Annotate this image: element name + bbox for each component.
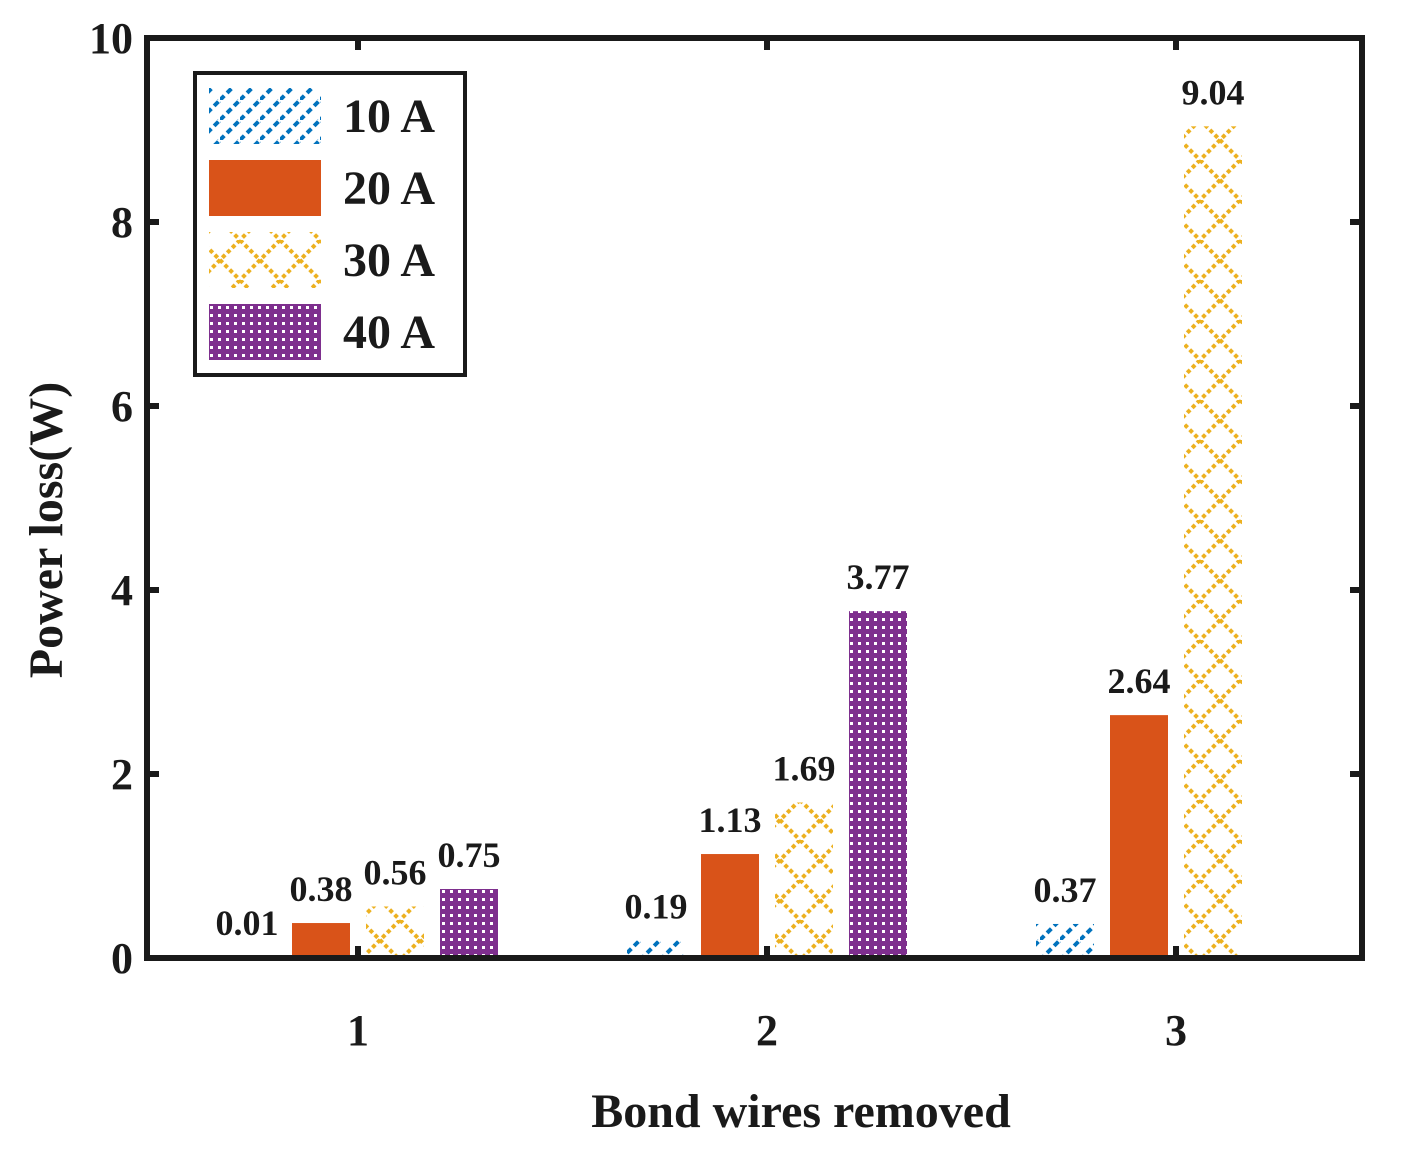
data-label: 1.69 (773, 749, 836, 789)
bar-30a-cat-3 (1184, 126, 1242, 958)
data-label: 0.19 (625, 887, 688, 927)
legend-label: 20 A (343, 162, 435, 215)
legend-swatch (209, 160, 321, 216)
bar-40a-cat-2 (849, 611, 907, 958)
data-label: 1.13 (699, 800, 762, 840)
bar-10a-cat-2 (627, 940, 685, 958)
data-label: 9.04 (1182, 72, 1245, 112)
axes-frame (144, 35, 1365, 961)
bar-20a-cat-3 (1110, 715, 1168, 958)
y-tick-label: 2 (111, 750, 133, 799)
y-tick-label: 4 (111, 566, 133, 615)
x-tick-label: 2 (756, 1006, 778, 1055)
y-tick-label: 10 (89, 14, 133, 63)
x-tick-label: 3 (1165, 1006, 1187, 1055)
y-tick-label: 0 (111, 934, 133, 983)
data-label: 2.64 (1108, 661, 1171, 701)
data-label: 0.56 (364, 852, 427, 892)
x-tick-label: 1 (347, 1006, 369, 1055)
bar-30a-cat-2 (775, 802, 833, 958)
legend-swatch (209, 304, 321, 360)
bar-40a-cat-1 (440, 889, 498, 958)
legend-swatch (209, 232, 321, 288)
bar-20a-cat-2 (701, 854, 759, 958)
legend-swatch (209, 88, 321, 144)
bar-10a-cat-3 (1036, 923, 1094, 958)
y-axis-title: Power loss(W) (20, 382, 73, 678)
x-axis-title: Bond wires removed (591, 1085, 1011, 1138)
data-label: 0.01 (216, 903, 279, 943)
legend: 10 A 20 A 30 A 40 A (193, 71, 467, 377)
data-label: 3.77 (847, 557, 910, 597)
bar-30a-cat-1 (366, 906, 424, 958)
legend-label: 10 A (343, 90, 435, 143)
legend-label: 40 A (343, 306, 435, 359)
bar-20a-cat-1 (292, 923, 350, 958)
y-tick-label: 6 (111, 382, 133, 431)
legend-label: 30 A (343, 234, 435, 287)
data-label: 0.38 (290, 869, 353, 909)
y-tick-label: 8 (111, 198, 133, 247)
data-label: 0.37 (1034, 870, 1097, 910)
data-label: 0.75 (438, 835, 501, 875)
